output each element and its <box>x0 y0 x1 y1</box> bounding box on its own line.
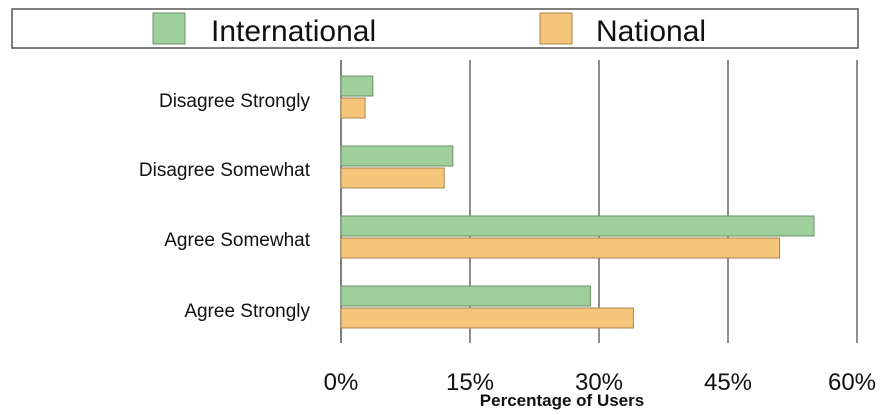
x-axis-title: Percentage of Users <box>480 391 644 410</box>
legend-box <box>11 8 859 49</box>
legend-label-national: National <box>596 15 706 48</box>
x-tick-label-15: 15% <box>446 369 494 396</box>
bar-national-disagree-strongly <box>340 97 366 119</box>
x-tick-label-45: 45% <box>704 369 752 396</box>
bars <box>340 75 815 329</box>
bar-international-disagree-somewhat <box>340 145 454 167</box>
category-label-disagree-strongly: Disagree Strongly <box>159 91 311 112</box>
category-label-agree-strongly: Agree Strongly <box>184 301 310 322</box>
bar-international-agree-somewhat <box>340 215 815 237</box>
legend-swatch-international <box>152 12 186 45</box>
bar-international-disagree-strongly <box>340 75 374 97</box>
x-tick-label-60: 60% <box>828 369 876 396</box>
legend: International National <box>11 8 859 49</box>
category-label-disagree-somewhat: Disagree Somewhat <box>139 160 311 181</box>
legend-swatch-national <box>539 12 573 45</box>
bar-international-agree-strongly <box>340 285 591 307</box>
bar-national-agree-somewhat <box>340 237 781 259</box>
x-tick-label-0: 0% <box>324 369 359 396</box>
bar-national-agree-strongly <box>340 307 634 329</box>
bar-national-disagree-somewhat <box>340 167 445 189</box>
x-tick-label-30: 30% <box>575 369 623 396</box>
category-label-agree-somewhat: Agree Somewhat <box>164 230 310 251</box>
legend-label-international: International <box>211 15 376 48</box>
